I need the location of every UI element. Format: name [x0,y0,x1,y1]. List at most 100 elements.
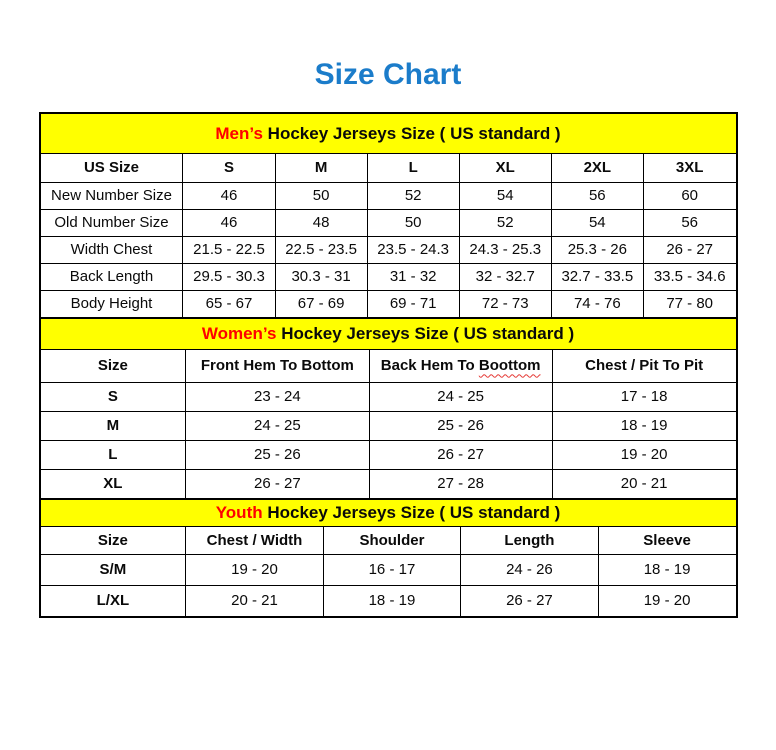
row-label: Width Chest [39,235,184,264]
size-value-cell: 26 - 27 [185,468,370,499]
size-value-cell: 24.3 - 25.3 [458,235,552,264]
youth-size-table: Size Chest / Width Shoulder Length Sleev… [39,526,737,617]
size-value-cell: 46 [182,208,276,237]
size-value-cell: 48 [274,208,368,237]
mens-banner-highlight: Men’s [215,123,263,143]
size-value-cell: 60 [642,181,737,210]
row-label: L [39,439,187,470]
size-value-cell: 27 - 28 [368,468,553,499]
size-value-cell: 26 - 27 [460,584,599,617]
womens-section-banner: Women’s Hockey Jerseys Size ( US standar… [40,317,736,350]
size-value-cell: 31 - 32 [366,262,460,291]
youth-header-row: Size Chest / Width Shoulder Length Sleev… [39,526,737,555]
size-value-cell: 21.5 - 22.5 [182,235,276,264]
size-value-cell: 22.5 - 23.5 [274,235,368,264]
size-value-cell: 20 - 21 [185,584,324,617]
size-value-cell: 25 - 26 [185,439,370,470]
mens-header-row: US Size S M L XL 2XL 3XL [39,153,737,183]
size-value-cell: 52 [458,208,552,237]
row-label: M [39,410,187,441]
youth-banner-text: Hockey Jerseys Size ( US standard ) [262,503,561,522]
table-row: Old Number Size 46 48 50 52 54 56 [39,208,737,237]
size-value-cell: 56 [550,181,644,210]
womens-header-row: Size Front Hem To Bottom Back Hem To Boo… [39,349,737,383]
mens-banner-text: Hockey Jerseys Size ( US standard ) [262,123,561,143]
youth-col-header: Sleeve [597,526,737,555]
size-value-cell: 50 [366,208,460,237]
mens-section-banner: Men’s Hockey Jerseys Size ( US standard … [40,114,736,154]
mens-col-header: S [182,153,276,183]
table-row: Width Chest 21.5 - 22.5 22.5 - 23.5 23.5… [39,235,737,264]
womens-banner-text: Hockey Jerseys Size ( US standard ) [276,324,575,343]
size-value-cell: 18 - 19 [597,553,737,586]
table-row: M 24 - 25 25 - 26 18 - 19 [39,410,737,441]
table-row: XL 26 - 27 27 - 28 20 - 21 [39,468,737,499]
table-row: Back Length 29.5 - 30.3 30.3 - 31 31 - 3… [39,262,737,291]
size-value-cell: 32 - 32.7 [458,262,552,291]
size-value-cell: 56 [642,208,737,237]
size-value-cell: 50 [274,181,368,210]
size-value-cell: 33.5 - 34.6 [642,262,737,291]
size-value-cell: 67 - 69 [274,289,368,318]
youth-banner-highlight: Youth [215,503,263,522]
table-row: L 25 - 26 26 - 27 19 - 20 [39,439,737,470]
size-value-cell: 20 - 21 [551,468,737,499]
womens-col-header: Front Hem To Bottom [185,349,370,383]
womens-col-header: Size [39,349,187,383]
table-row: New Number Size 46 50 52 54 56 60 [39,181,737,210]
size-value-cell: 30.3 - 31 [274,262,368,291]
size-chart-table: Men’s Hockey Jerseys Size ( US standard … [38,112,738,618]
mens-col-header: 3XL [642,153,737,183]
row-label: Old Number Size [39,208,184,237]
size-value-cell: 23 - 24 [185,381,370,412]
size-value-cell: 17 - 18 [551,381,737,412]
size-value-cell: 52 [366,181,460,210]
size-value-cell: 19 - 20 [185,553,324,586]
row-label: S [39,381,187,412]
page-title: Size Chart [314,58,462,91]
size-value-cell: 25 - 26 [368,410,553,441]
size-value-cell: 74 - 76 [550,289,644,318]
row-label: New Number Size [39,181,184,210]
size-value-cell: 16 - 17 [322,553,462,586]
size-value-cell: 69 - 71 [366,289,460,318]
womens-col-header: Chest / Pit To Pit [551,349,737,383]
size-value-cell: 18 - 19 [322,584,462,617]
womens-col-header-text: Back Hem To [380,357,479,375]
womens-col-header: Back Hem To Boottom [368,349,553,383]
size-value-cell: 65 - 67 [182,289,276,318]
womens-banner-highlight: Women’s [201,324,277,343]
size-value-cell: 24 - 25 [185,410,370,441]
size-value-cell: 19 - 20 [597,584,737,617]
row-label: Body Height [39,289,184,318]
mens-size-table: US Size S M L XL 2XL 3XL New Number Size… [39,153,737,318]
row-label: XL [39,468,187,499]
size-value-cell: 26 - 27 [368,439,553,470]
misspelled-word: Boottom [478,357,541,375]
mens-col-header: L [366,153,460,183]
mens-col-header: XL [458,153,552,183]
row-label: S/M [39,553,187,586]
size-value-cell: 77 - 80 [642,289,737,318]
mens-col-header: US Size [39,153,184,183]
table-row: L/XL 20 - 21 18 - 19 26 - 27 19 - 20 [39,584,737,617]
table-row: Body Height 65 - 67 67 - 69 69 - 71 72 -… [39,289,737,318]
row-label: L/XL [39,584,187,617]
youth-col-header: Length [460,526,599,555]
table-row: S 23 - 24 24 - 25 17 - 18 [39,381,737,412]
womens-size-table: Size Front Hem To Bottom Back Hem To Boo… [39,349,737,499]
size-value-cell: 24 - 25 [368,381,553,412]
table-row: S/M 19 - 20 16 - 17 24 - 26 18 - 19 [39,553,737,586]
size-value-cell: 54 [458,181,552,210]
size-value-cell: 32.7 - 33.5 [550,262,644,291]
size-value-cell: 72 - 73 [458,289,552,318]
youth-col-header: Size [39,526,187,555]
youth-section-banner: Youth Hockey Jerseys Size ( US standard … [40,498,736,527]
size-value-cell: 26 - 27 [642,235,737,264]
size-value-cell: 24 - 26 [460,553,599,586]
size-value-cell: 18 - 19 [551,410,737,441]
size-value-cell: 25.3 - 26 [550,235,644,264]
size-value-cell: 29.5 - 30.3 [182,262,276,291]
size-value-cell: 54 [550,208,644,237]
youth-col-header: Chest / Width [185,526,324,555]
